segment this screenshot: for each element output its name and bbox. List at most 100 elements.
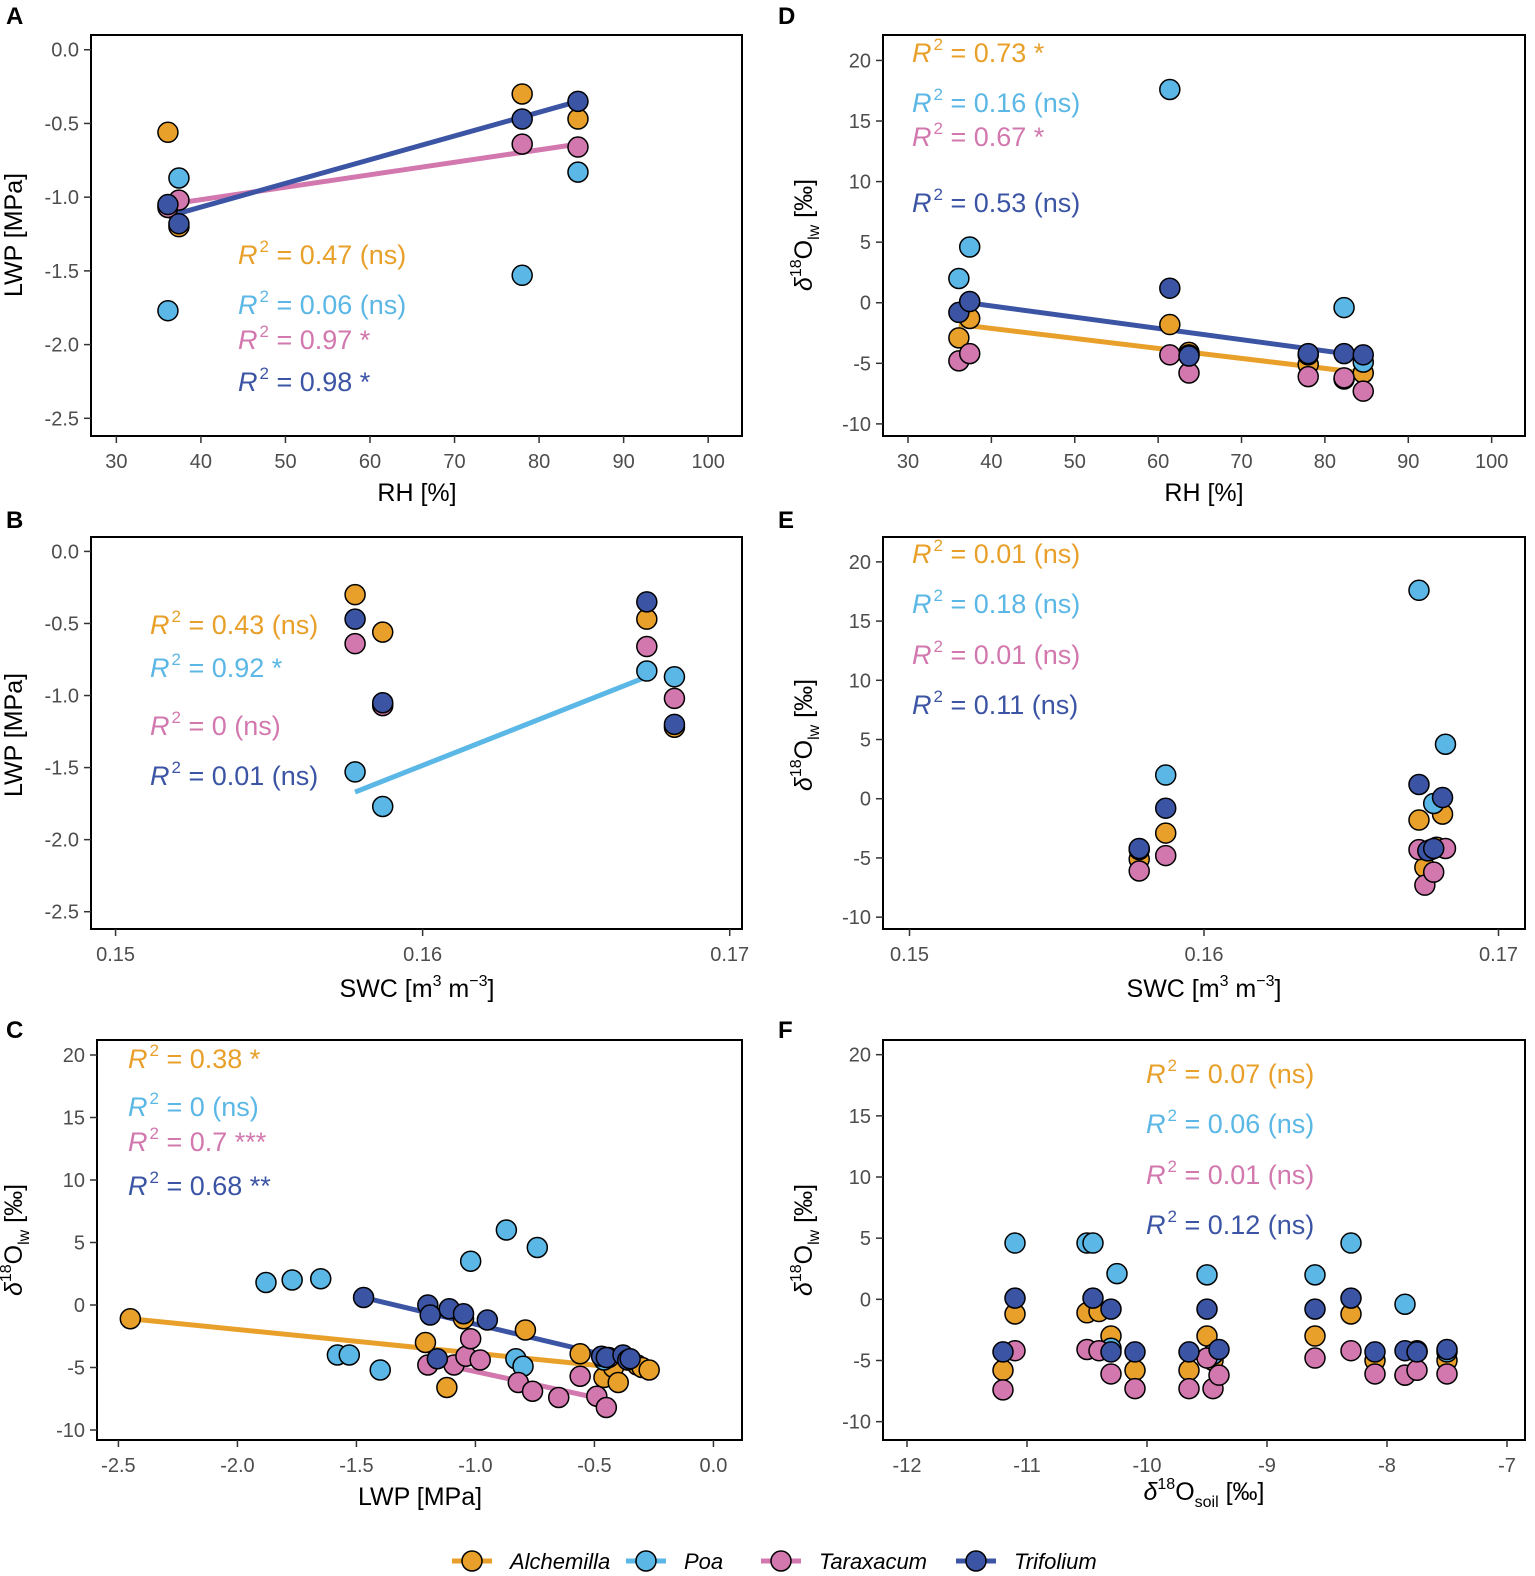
y-tick-label: 10: [849, 670, 871, 692]
x-tick-label: 50: [1064, 451, 1086, 473]
panel-c: C -2.5 -2.0 -1.5 -1.0 -0.5 0.0 20 15 10 5 0 -5 -10 LWP…: [0, 1017, 743, 1511]
point-taraxacum: [1128, 860, 1150, 882]
point-taraxacum: [1340, 1339, 1362, 1362]
y-tick-label: 15: [849, 1106, 871, 1128]
y-tick-label: 10: [849, 172, 871, 194]
y-axis-label: δ18Olw [‰]: [788, 679, 823, 791]
point-trifolium: [419, 1304, 441, 1326]
point-poa: [371, 795, 394, 818]
point-taraxacum: [1364, 1363, 1386, 1385]
x-tick-label: 80: [528, 451, 550, 473]
y-tick-label: 15: [63, 1108, 85, 1130]
x-tick-label: -8: [1378, 1455, 1396, 1477]
point-alchemilla: [638, 1359, 660, 1381]
point-trifolium: [168, 212, 190, 235]
y-tick-label: 20: [849, 552, 871, 574]
point-trifolium: [157, 193, 179, 216]
point-alchemilla: [436, 1376, 458, 1399]
legend-item-poa: Poa: [626, 1549, 723, 1574]
point-taraxacum: [1208, 1364, 1230, 1386]
plot-frame: [882, 1039, 1526, 1441]
point-trifolium: [1004, 1287, 1026, 1309]
point-trifolium: [1304, 1298, 1326, 1320]
x-tick-label: 40: [190, 451, 212, 473]
point-trifolium: [1436, 1338, 1458, 1361]
y-tick-label: 0.0: [51, 541, 79, 563]
point-taraxacum: [567, 136, 589, 158]
point-trifolium: [1297, 342, 1319, 365]
x-tick-label: 100: [1475, 451, 1508, 473]
point-trifolium: [1422, 837, 1445, 860]
y-tick-label: -0.5: [45, 113, 79, 135]
panel-label: C: [6, 1017, 23, 1044]
point-trifolium: [1364, 1341, 1386, 1363]
y-tick-label: 20: [849, 1045, 871, 1067]
legend-item-alchemilla: Alchemilla: [452, 1549, 610, 1574]
y-tick-label: 5: [860, 730, 871, 752]
point-alchemilla: [1159, 313, 1181, 336]
y-tick-label: 5: [860, 1228, 871, 1250]
point-taraxacum: [469, 1349, 491, 1371]
point-taraxacum: [547, 1386, 570, 1409]
point-taraxacum: [992, 1379, 1014, 1401]
point-trifolium: [567, 90, 589, 113]
x-tick-label: 0.17: [710, 944, 749, 966]
y-tick-label: -5: [67, 1358, 85, 1380]
x-tick-label: -2.0: [220, 1455, 254, 1477]
y-tick-label: 0: [860, 789, 871, 811]
point-poa: [1082, 1232, 1104, 1254]
x-axis-label: SWC [m3 m−3]: [1127, 973, 1282, 1003]
point-trifolium: [1352, 344, 1374, 366]
x-tick-label: 30: [897, 451, 919, 473]
x-tick-label: 0.16: [1185, 944, 1224, 966]
point-alchemilla: [119, 1308, 142, 1330]
point-trifolium: [1408, 773, 1430, 796]
point-taraxacum: [1124, 1377, 1146, 1400]
panel-label: F: [778, 1017, 793, 1044]
point-alchemilla: [371, 621, 394, 643]
y-tick-label: 10: [63, 1170, 85, 1192]
point-trifolium: [511, 108, 533, 130]
panel-b: B 0.15 0.16 0.17 0.0 -0.5 -1.0 -1.5 -2.0 -2.5 SWC …: [0, 507, 749, 1003]
point-alchemilla: [1124, 1359, 1146, 1382]
y-tick-label: -2.5: [45, 408, 79, 430]
point-trifolium: [1100, 1341, 1122, 1363]
y-tick-label: 15: [849, 611, 871, 633]
legend-marker: [770, 1550, 792, 1572]
point-taraxacum: [511, 133, 533, 155]
point-poa: [1154, 764, 1177, 786]
y-tick-label: -5: [853, 353, 871, 375]
y-tick-label: -2.0: [45, 335, 79, 357]
legend-label: Taraxacum: [819, 1549, 927, 1574]
x-tick-label: -9: [1258, 1455, 1276, 1477]
y-axis-label: δ18Olw [‰]: [0, 1184, 33, 1296]
x-axis-label: RH [%]: [377, 479, 456, 507]
point-taraxacum: [1304, 1347, 1326, 1369]
x-tick-label: 70: [443, 451, 465, 473]
point-taraxacum: [1422, 861, 1445, 883]
panel-a: A 30 40 50 60 70 80 90 100 0.0 -0.5 -1.0 -1.5 -2.0 -2.…: [0, 3, 743, 507]
y-tick-label: -2.5: [45, 902, 79, 924]
x-tick-label: 0.17: [1479, 944, 1518, 966]
point-alchemilla: [414, 1331, 437, 1354]
y-tick-label: 10: [849, 1167, 871, 1189]
point-poa: [1394, 1293, 1416, 1315]
plot-frame: [90, 536, 743, 930]
point-alchemilla: [1154, 822, 1177, 844]
x-tick-label: -11: [1013, 1455, 1040, 1477]
plot-frame: [96, 1039, 743, 1441]
point-taraxacum: [1352, 380, 1374, 402]
x-tick-label: -0.5: [577, 1455, 611, 1477]
x-tick-label: -12: [893, 1455, 922, 1477]
